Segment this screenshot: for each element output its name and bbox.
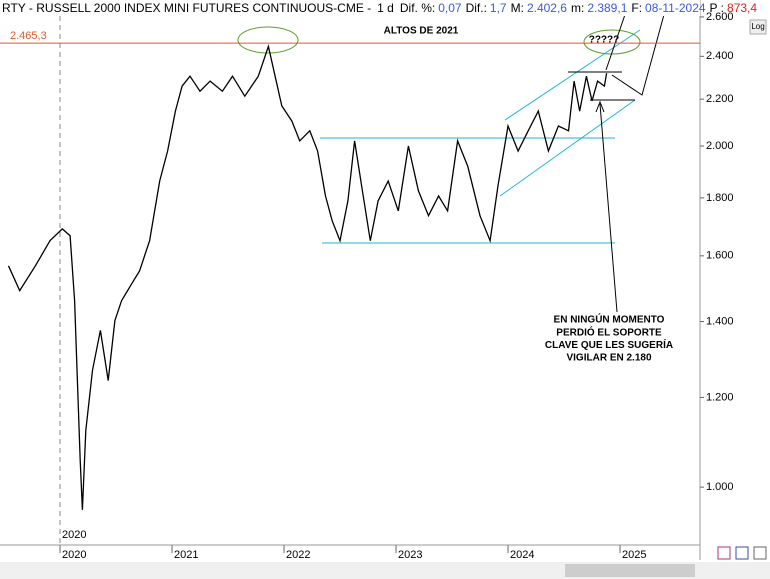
log-button-label[interactable]: Log: [751, 22, 764, 31]
arrow-head: [595, 100, 605, 113]
header-text: P :: [710, 1, 724, 15]
toolbar-button[interactable]: [735, 546, 749, 560]
y-tick-label: 2.400: [706, 50, 734, 62]
y-tick-label: 1.600: [706, 250, 734, 262]
y-tick-label: 1.200: [706, 391, 734, 403]
session-label: 2020: [62, 529, 86, 541]
y-tick-label: 2.000: [706, 140, 734, 152]
y-tick-label: 1.800: [706, 192, 734, 204]
header-text: Dif. %:: [400, 1, 435, 15]
channel-lower: [499, 99, 636, 197]
scrollbar-thumb[interactable]: [565, 564, 695, 577]
header-bar: [0, 0, 700, 16]
y-tick-label: 1.400: [706, 315, 734, 327]
log-button[interactable]: [749, 19, 767, 35]
arrow: [599, 103, 618, 313]
header-text: m:: [571, 1, 584, 15]
x-tick-label: 2022: [286, 549, 310, 561]
x-tick-label: 2025: [622, 549, 646, 561]
annotation-line: PERDIÓ EL SOPORTE: [556, 325, 662, 338]
header-text: M:: [511, 1, 524, 15]
x-tick-label: 2023: [398, 549, 422, 561]
toolbar-button[interactable]: [717, 546, 731, 560]
header-text: 0,07: [438, 1, 462, 15]
price-line: [7, 44, 608, 510]
annotation: ALTOS DE 2021: [384, 26, 459, 37]
header-text: 1,7: [490, 1, 507, 15]
arrow: [611, 0, 669, 96]
y-tick-label: 2.200: [706, 93, 734, 105]
trendlines: [320, 29, 641, 244]
reference-label: 2.465,3: [10, 30, 47, 42]
header-text: 2.402,6: [527, 1, 567, 15]
annotation-line: VIGILAR EN 2.180: [566, 353, 651, 364]
channel-upper: [504, 29, 641, 121]
toolbar-button[interactable]: [753, 546, 767, 560]
highlight-ellipse: [237, 26, 299, 54]
annotation-line: CLAVE QUE LES SUGERÍA: [545, 338, 673, 351]
x-tick-label: 2020: [62, 549, 86, 561]
annotation: ?????: [589, 35, 620, 46]
header-text: 873,4: [727, 1, 757, 15]
price-axis-panel: [700, 0, 770, 560]
header-text: Dif.:: [466, 1, 487, 15]
header-text: RTY - RUSSELL 2000 INDEX MINI FUTURES CO…: [2, 1, 371, 15]
header-text: 1 d: [377, 1, 394, 15]
x-tick-label: 2024: [510, 549, 534, 561]
header: RTY - RUSSELL 2000 INDEX MINI FUTURES CO…: [2, 1, 757, 15]
header-text: F:: [631, 1, 642, 15]
y-tick-label: 1.000: [706, 481, 734, 493]
x-tick-label: 2021: [174, 549, 198, 561]
header-text: 2.389,1: [587, 1, 627, 15]
y-tick-label: 2.600: [706, 11, 734, 23]
annotation-line: EN NINGÚN MOMENTO: [554, 313, 665, 326]
header-text: 08-11-2024: [645, 1, 706, 15]
